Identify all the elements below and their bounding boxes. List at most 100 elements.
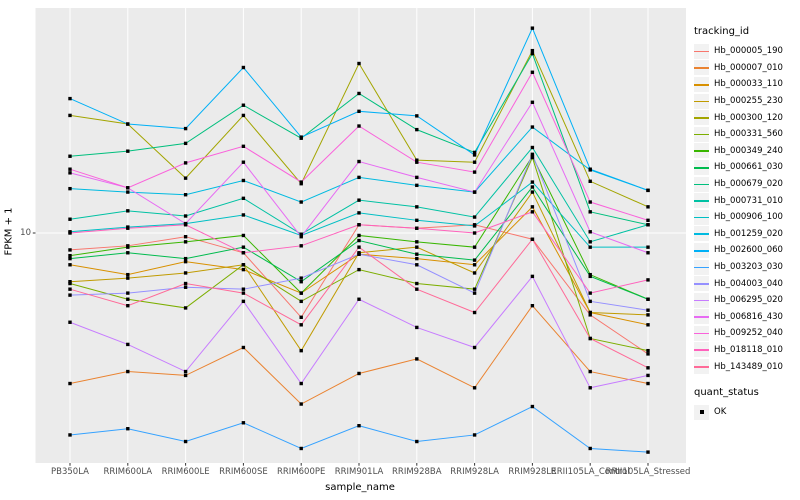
legend-label: Hb_006295_020 <box>714 295 783 306</box>
data-point <box>241 144 246 149</box>
data-point <box>183 161 188 165</box>
data-point <box>68 281 72 286</box>
legend-line-swatch <box>694 183 709 186</box>
x-tick-label-RRII105LA_Stressed: RRII105LA_Stressed <box>605 467 691 477</box>
legend-key <box>694 259 709 275</box>
data-point <box>183 223 188 227</box>
data-point <box>183 240 188 244</box>
data-point <box>530 303 535 308</box>
legend-label: Hb_009252_040 <box>714 328 783 339</box>
legend-line-swatch <box>694 150 709 152</box>
data-point <box>415 245 419 249</box>
data-point <box>183 306 188 310</box>
data-point <box>646 323 650 327</box>
x-tick-label-RRII105LA_Control: RRII105LA_Control <box>550 467 630 477</box>
legend-line-swatch <box>694 200 709 202</box>
legend-quant-status: quant_status OK <box>694 387 798 421</box>
data-point <box>530 210 535 214</box>
data-point <box>183 256 188 261</box>
data-point <box>126 303 130 308</box>
data-point <box>530 125 535 129</box>
data-point <box>126 245 130 249</box>
data-point <box>530 26 535 30</box>
y-axis-tick-label: 10 <box>20 228 31 238</box>
x-tick-label-RRIM600PE: RRIM600PE <box>277 467 326 477</box>
data-point <box>357 245 361 249</box>
x-tick-label-RRIM928LE: RRIM928LE <box>508 467 557 477</box>
data-point <box>415 158 419 162</box>
legend-label: Hb_000255_230 <box>714 96 783 107</box>
data-point <box>415 357 419 361</box>
data-point <box>646 297 650 301</box>
legend-label: Hb_143489_010 <box>714 361 783 372</box>
legend-title-quant-status: quant_status <box>694 386 759 398</box>
legend-item-Hb_000731_010: Hb_000731_010 <box>694 192 798 209</box>
legend-key <box>694 143 709 159</box>
legend-key <box>694 325 709 341</box>
data-point <box>415 175 419 180</box>
data-point <box>126 369 130 374</box>
data-point <box>530 185 535 189</box>
legend-item-Hb_000005_190: Hb_000005_190 <box>694 43 798 60</box>
data-point <box>241 287 246 291</box>
data-point <box>126 186 130 190</box>
legend-label: Hb_003203_030 <box>714 262 783 273</box>
data-point <box>646 450 650 454</box>
data-point <box>68 113 72 118</box>
data-point <box>299 244 303 248</box>
legend-line-swatch <box>694 133 709 136</box>
data-point <box>126 272 130 277</box>
data-point <box>241 103 246 107</box>
data-point <box>588 291 592 295</box>
legend-key <box>694 342 709 358</box>
data-point <box>472 170 477 174</box>
data-point <box>183 141 188 146</box>
legend-label: Hb_000661_030 <box>714 162 783 173</box>
data-point <box>646 245 650 249</box>
data-point <box>241 291 246 295</box>
data-point <box>530 180 535 184</box>
legend-item-Hb_006295_020: Hb_006295_020 <box>694 292 798 309</box>
data-point <box>126 291 130 295</box>
data-point <box>126 149 130 153</box>
legend-item-Hb_000679_020: Hb_000679_020 <box>694 176 798 193</box>
x-tick-label-RRIM928LA: RRIM928LA <box>450 467 499 477</box>
data-point <box>126 122 130 126</box>
data-point <box>357 267 361 272</box>
legend-line-swatch <box>694 283 709 285</box>
legend-label: Hb_000679_020 <box>714 179 783 190</box>
data-point <box>68 279 72 284</box>
legend-item-Hb_001259_020: Hb_001259_020 <box>694 226 798 243</box>
legend-key <box>694 209 709 225</box>
legend-key <box>694 93 709 109</box>
data-point <box>299 323 303 327</box>
data-point <box>588 446 592 451</box>
legend-label: Hb_002600_060 <box>714 245 783 256</box>
data-point <box>357 297 361 301</box>
legend-title-tracking-id: tracking_id <box>694 26 750 37</box>
data-point <box>530 145 535 150</box>
data-point <box>415 127 419 132</box>
data-point <box>299 200 303 204</box>
data-point <box>415 205 419 209</box>
data-point <box>472 224 477 228</box>
legend-label: Hb_000906_100 <box>714 212 783 223</box>
data-point <box>299 348 303 353</box>
data-point <box>241 213 246 217</box>
data-point <box>646 308 650 312</box>
data-point <box>588 310 592 315</box>
x-tick-label-RRIM901LA: RRIM901LA <box>334 467 384 477</box>
legend-key <box>694 242 709 258</box>
data-point <box>299 235 303 239</box>
legend-label: Hb_001259_020 <box>714 228 783 239</box>
data-point <box>68 293 72 297</box>
data-point <box>357 109 361 114</box>
legend-key <box>694 159 709 175</box>
data-point <box>183 281 188 286</box>
data-point <box>472 310 477 315</box>
legend-item-Hb_003203_030: Hb_003203_030 <box>694 259 798 276</box>
x-tick-label-RRIM928BA: RRIM928BA <box>392 467 442 477</box>
legend-label: Hb_000731_010 <box>714 195 783 206</box>
data-point <box>646 352 650 356</box>
data-point <box>241 251 246 255</box>
